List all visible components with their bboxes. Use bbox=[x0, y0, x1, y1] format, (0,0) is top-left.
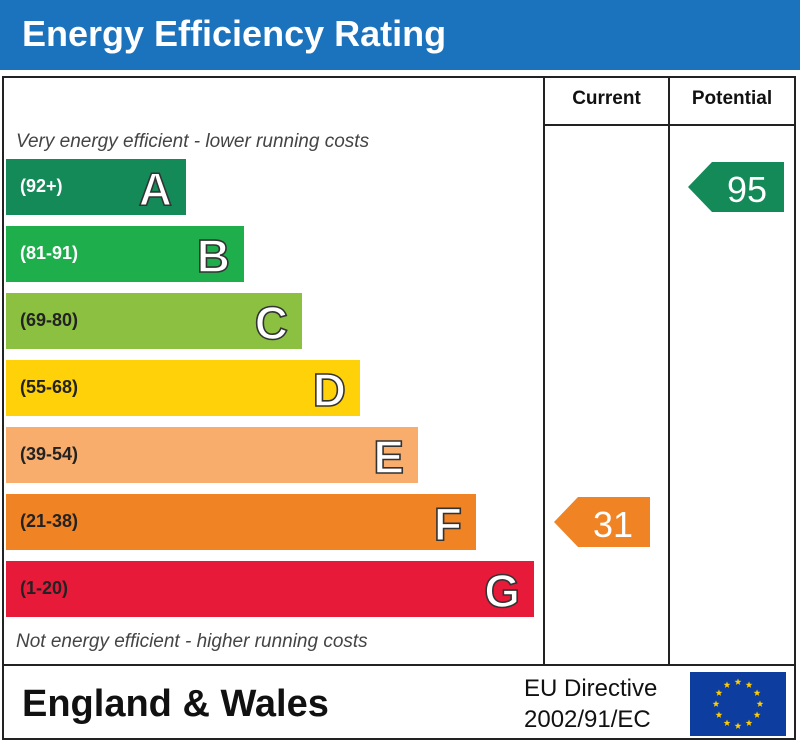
band-c: (69-80) C bbox=[6, 293, 302, 350]
band-b-letter: B bbox=[196, 229, 231, 283]
band-a-range: (92+) bbox=[20, 176, 63, 196]
region-label: England & Wales bbox=[22, 683, 329, 725]
eu-directive-line1: EU Directive bbox=[524, 675, 658, 702]
note-bottom: Not energy efficient - higher running co… bbox=[16, 631, 368, 652]
eu-star bbox=[723, 681, 731, 688]
band-a: (92+) A bbox=[6, 159, 186, 216]
eu-star bbox=[712, 700, 720, 707]
column-current-header: Current bbox=[572, 88, 641, 109]
eu-star bbox=[753, 711, 761, 718]
current-arrow-shape bbox=[554, 497, 650, 547]
chart-frame bbox=[2, 76, 796, 740]
eu-star bbox=[715, 711, 723, 718]
band-d-letter: D bbox=[312, 363, 347, 417]
eu-star bbox=[723, 719, 731, 726]
chart-title: Energy Efficiency Rating bbox=[22, 13, 447, 54]
potential-rating-arrow: 95 bbox=[688, 162, 784, 212]
column-potential-header: Potential bbox=[691, 88, 773, 109]
current-rating-value: 31 bbox=[592, 504, 634, 545]
title-bar: Energy Efficiency Rating bbox=[0, 0, 800, 70]
note-top: Very energy efficient - lower running co… bbox=[16, 131, 370, 152]
eu-star bbox=[756, 700, 764, 707]
band-d-range: (55-68) bbox=[20, 377, 79, 397]
eu-directive-line2: 2002/91/EC bbox=[524, 706, 651, 733]
band-f-letter: F bbox=[433, 497, 463, 551]
band-g: (1-20) G bbox=[6, 561, 534, 618]
current-rating-arrow: 31 bbox=[554, 497, 650, 547]
band-b-range: (81-91) bbox=[20, 243, 79, 263]
eu-star bbox=[734, 722, 742, 729]
band-e: (39-54) E bbox=[6, 427, 418, 484]
potential-rating-value: 95 bbox=[726, 169, 768, 210]
eu-flag-stars bbox=[712, 678, 764, 729]
potential-arrow-shape bbox=[688, 162, 784, 212]
eu-star bbox=[715, 689, 723, 696]
eu-star bbox=[745, 681, 753, 688]
header-divider bbox=[543, 124, 796, 126]
divider-potential bbox=[668, 76, 670, 666]
band-g-range: (1-20) bbox=[20, 578, 69, 598]
band-a-letter: A bbox=[138, 162, 173, 216]
band-c-letter: C bbox=[254, 296, 289, 350]
band-f-range: (21-38) bbox=[20, 511, 79, 531]
eu-flag-icon bbox=[690, 672, 786, 736]
band-f: (21-38) F bbox=[6, 494, 476, 551]
band-c-range: (69-80) bbox=[20, 310, 79, 330]
eu-star bbox=[745, 719, 753, 726]
eu-directive: EU Directive 2002/91/EC bbox=[524, 673, 657, 735]
footer-divider bbox=[2, 664, 796, 666]
band-e-letter: E bbox=[373, 430, 405, 484]
eu-star bbox=[734, 678, 742, 685]
divider-current bbox=[543, 76, 545, 666]
band-d: (55-68) D bbox=[6, 360, 360, 417]
band-e-range: (39-54) bbox=[20, 444, 79, 464]
band-g-letter: G bbox=[483, 564, 520, 618]
eu-star bbox=[753, 689, 761, 696]
band-b: (81-91) B bbox=[6, 226, 244, 283]
